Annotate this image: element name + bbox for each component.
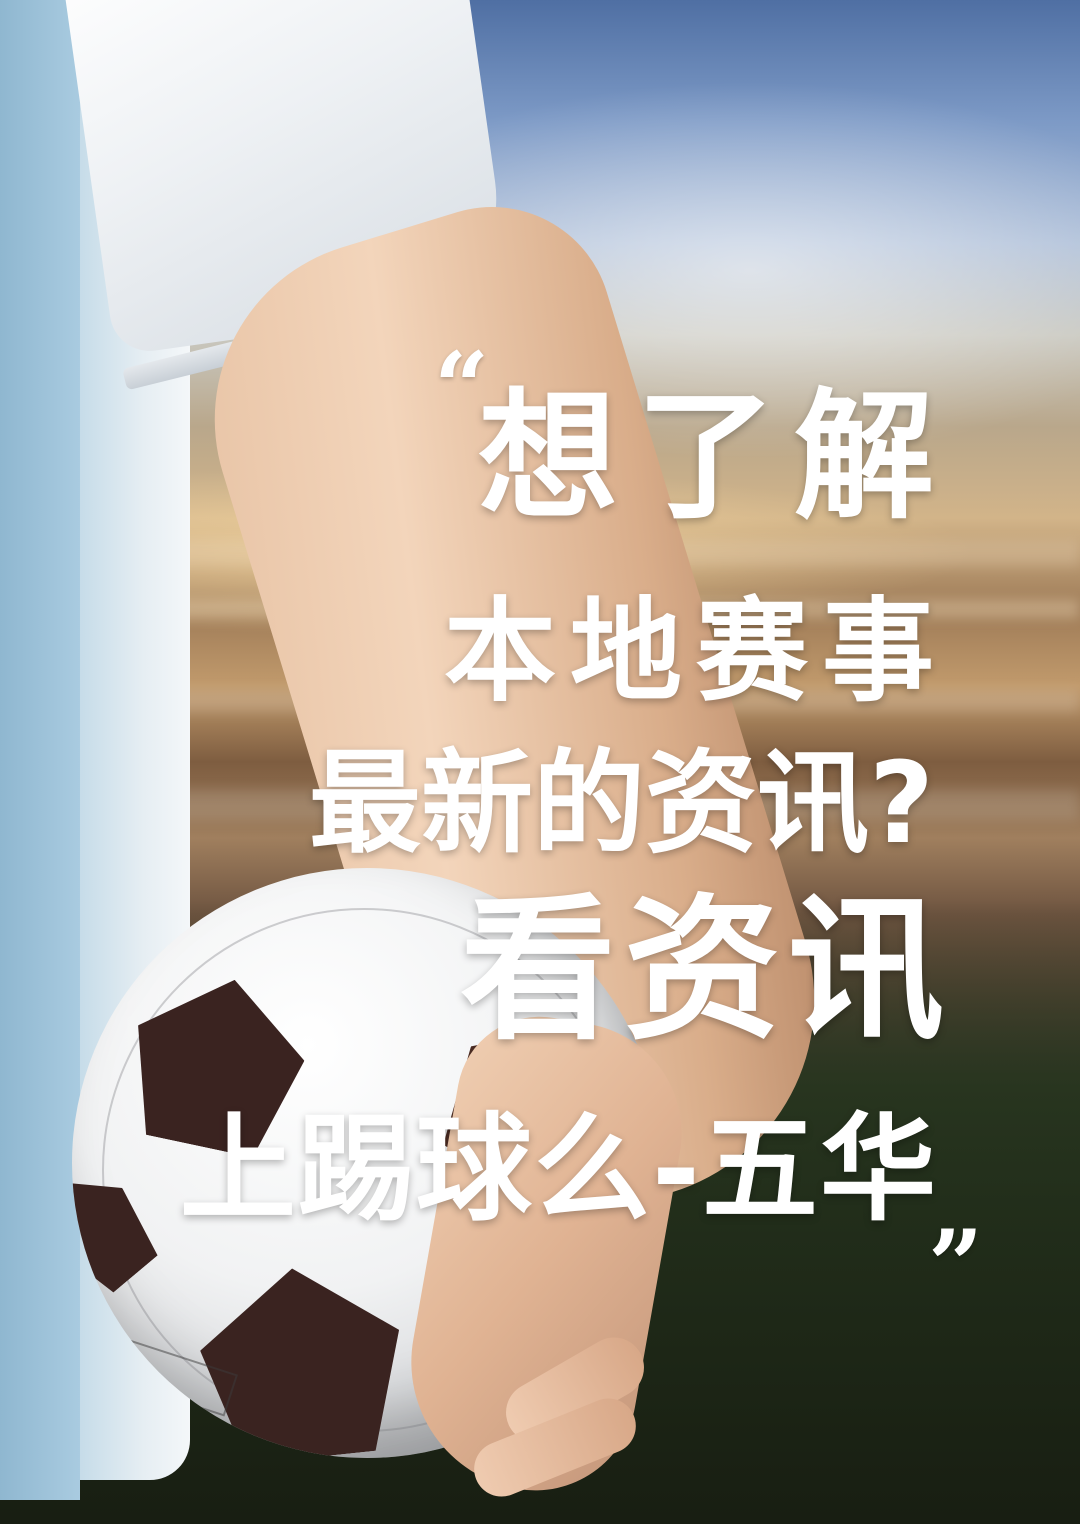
- headline-line-2: 本地赛事: [444, 587, 948, 717]
- open-quote-mark: “: [434, 331, 490, 444]
- headline-line-4: 看资讯: [460, 879, 952, 1061]
- close-quote-mark: ”: [928, 1209, 984, 1322]
- headline-line-5: 上踢球么-五华: [179, 1102, 938, 1237]
- headline-line-3: 最新的资讯?: [309, 739, 934, 869]
- headline-line-1: 想了解: [477, 376, 952, 539]
- shirt-stripe: [0, 0, 80, 1500]
